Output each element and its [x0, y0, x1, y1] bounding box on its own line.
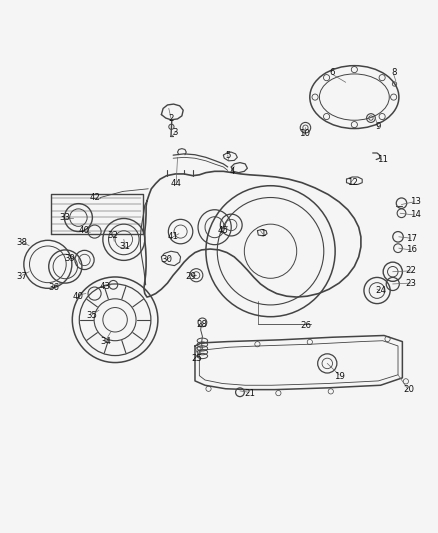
Text: 22: 22: [406, 266, 417, 276]
Text: 10: 10: [299, 129, 310, 138]
Text: 2: 2: [168, 114, 174, 123]
Text: 28: 28: [196, 320, 207, 329]
Text: 4: 4: [230, 167, 235, 176]
Text: 6: 6: [330, 68, 335, 77]
Text: 24: 24: [375, 286, 386, 295]
Text: 23: 23: [406, 279, 417, 288]
Text: 9: 9: [376, 122, 381, 131]
Text: 19: 19: [334, 372, 345, 381]
Text: 37: 37: [16, 272, 27, 280]
Text: 12: 12: [346, 177, 358, 187]
Text: 32: 32: [108, 231, 119, 240]
Text: 16: 16: [406, 245, 417, 254]
Text: 43: 43: [100, 281, 111, 290]
Text: 41: 41: [168, 232, 179, 241]
Text: 3: 3: [173, 127, 178, 136]
Text: 14: 14: [410, 211, 421, 220]
Text: 26: 26: [301, 321, 312, 330]
Text: 38: 38: [16, 238, 27, 247]
Text: 44: 44: [171, 179, 182, 188]
Text: 8: 8: [391, 68, 396, 77]
Text: 36: 36: [49, 282, 60, 292]
Text: 35: 35: [87, 311, 98, 320]
Text: 5: 5: [225, 151, 230, 160]
Text: 33: 33: [60, 213, 71, 222]
Text: 31: 31: [120, 243, 131, 252]
Text: 21: 21: [244, 389, 255, 398]
Text: 11: 11: [377, 155, 388, 164]
Text: 40: 40: [79, 226, 90, 235]
Text: 20: 20: [403, 385, 414, 394]
Text: 17: 17: [406, 233, 417, 243]
Text: 25: 25: [192, 354, 203, 362]
Text: 45: 45: [218, 226, 229, 235]
Text: 13: 13: [410, 197, 421, 206]
Text: 34: 34: [100, 337, 111, 346]
Text: 29: 29: [185, 272, 196, 280]
Text: 40: 40: [73, 292, 84, 301]
Text: 39: 39: [64, 254, 75, 263]
Text: 42: 42: [89, 193, 100, 202]
Text: 30: 30: [161, 255, 172, 264]
Text: 1: 1: [260, 229, 265, 238]
